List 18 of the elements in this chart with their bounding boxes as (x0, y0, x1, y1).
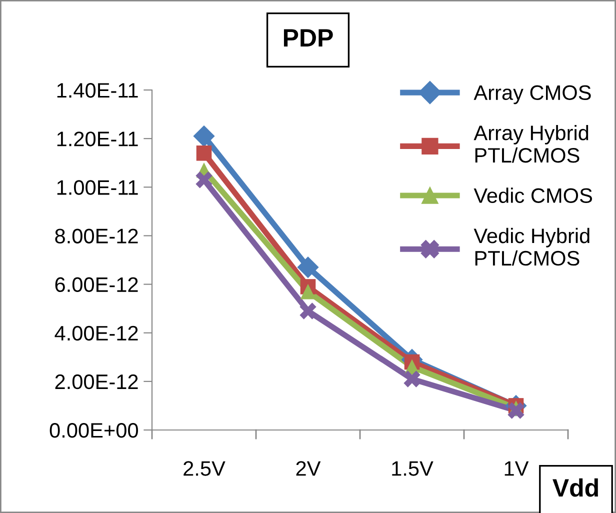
x-tick-label: 1V (504, 461, 529, 476)
legend-label: Array CMOS (474, 85, 591, 104)
legend-label: Vedic Hybrid PTL/CMOS (474, 228, 590, 266)
y-tick-label: 0.00E+00 (50, 423, 138, 438)
chart-title: PDP (284, 29, 333, 46)
y-tick-label: 6.00E-12 (55, 277, 138, 292)
y-tick-label: 2.00E-12 (55, 374, 138, 390)
x-tick-label: 1.5V (392, 461, 434, 476)
y-tick-label: 4.00E-12 (54, 326, 138, 341)
y-tick-label: 1.00E-11 (57, 180, 138, 195)
y-tick-label: 8.00E-12 (55, 228, 138, 244)
x-axis-title: Vdd (552, 478, 598, 497)
y-tick-label: 1.40E-11 (57, 83, 138, 98)
x-tick-label: 2.5V (184, 461, 226, 476)
legend-label: Vedic CMOS (474, 188, 592, 203)
x-tick-label: 2V (296, 461, 321, 476)
y-tick-label: 1.20E-11 (57, 132, 138, 146)
legend-label: Array Hybrid PTL/CMOS (474, 124, 588, 163)
